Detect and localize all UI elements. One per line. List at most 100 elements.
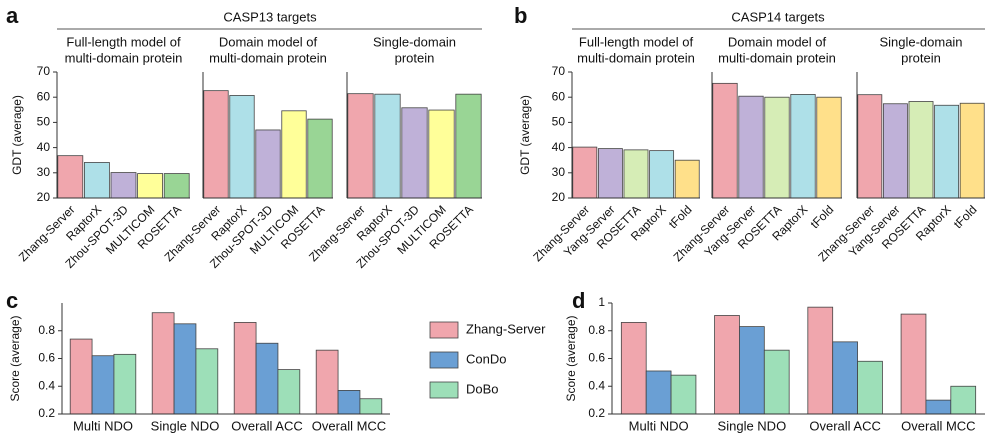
subplot-title: multi-domain protein — [718, 50, 836, 65]
bar — [57, 155, 84, 199]
bar — [69, 338, 93, 415]
bar — [623, 149, 649, 199]
bar — [816, 96, 842, 199]
bar — [229, 95, 255, 199]
bar — [763, 349, 790, 415]
y-axis-label: GDT (average) — [518, 95, 532, 175]
legend-swatch — [429, 381, 459, 399]
bar — [832, 341, 858, 415]
y-tick-label: 60 — [37, 89, 51, 103]
panel-letter: b — [514, 3, 527, 28]
legend-swatch — [429, 321, 459, 339]
bar — [173, 323, 197, 415]
bar — [950, 385, 977, 415]
legend-label: Zhang-Server — [466, 321, 546, 336]
bar — [307, 118, 333, 199]
bar — [790, 94, 816, 199]
bar — [739, 326, 765, 415]
bar — [151, 312, 175, 415]
bar — [620, 322, 647, 415]
y-tick-label: 70 — [552, 64, 566, 78]
bar — [934, 104, 960, 199]
x-tick-label: tFold — [951, 202, 980, 231]
x-tick-label: Overall MCC — [312, 418, 386, 433]
bar — [857, 94, 883, 199]
subplot-title: Domain model of — [728, 34, 827, 49]
y-tick-label: 20 — [552, 190, 566, 204]
subplot-title: Full-length model of — [579, 34, 694, 49]
bar — [428, 109, 455, 199]
y-tick-label: 50 — [37, 115, 51, 129]
y-tick-label: 0.2 — [588, 406, 605, 420]
bar — [925, 399, 952, 415]
bar — [203, 90, 229, 199]
bar — [233, 322, 257, 415]
bar — [857, 360, 883, 415]
subplot-title: protein — [395, 50, 435, 65]
y-axis-label: Score (average) — [8, 315, 22, 401]
y-tick-label: 0.4 — [38, 378, 55, 392]
bar — [674, 159, 700, 199]
bar — [455, 93, 482, 199]
legend-label: DoBo — [466, 381, 499, 396]
bar — [281, 110, 307, 199]
bar — [882, 103, 908, 199]
x-tick-label: Single NDO — [151, 418, 220, 433]
bar — [337, 390, 361, 415]
y-tick-label: 70 — [37, 64, 51, 78]
panel-letter: c — [6, 288, 18, 313]
y-tick-label: 30 — [37, 165, 51, 179]
bar — [900, 313, 927, 415]
bar — [163, 173, 190, 199]
group-title: CASP13 targets — [223, 9, 317, 24]
bar — [908, 101, 934, 199]
y-axis-label: Score (average) — [564, 315, 578, 401]
bar — [83, 162, 110, 199]
bar — [649, 150, 675, 199]
bar — [255, 342, 279, 415]
group-title: CASP14 targets — [731, 9, 825, 24]
panel-letter: d — [572, 288, 585, 313]
bar — [195, 348, 219, 415]
bar — [110, 172, 137, 199]
y-tick-label: 0.6 — [38, 351, 55, 365]
x-tick-label: Multi NDO — [629, 418, 689, 433]
subplot-title: Domain model of — [219, 34, 318, 49]
legend-swatch — [429, 351, 459, 369]
bar — [738, 95, 764, 199]
bar — [401, 107, 428, 199]
bar — [359, 398, 383, 415]
y-tick-label: 0.8 — [38, 323, 55, 337]
y-axis-label: GDT (average) — [10, 95, 24, 175]
panel-letter: a — [6, 3, 19, 28]
bar — [712, 82, 738, 199]
y-tick-label: 60 — [552, 89, 566, 103]
bar — [137, 173, 164, 199]
bar — [374, 93, 401, 199]
y-tick-label: 20 — [37, 190, 51, 204]
y-tick-label: 40 — [552, 140, 566, 154]
bar — [645, 370, 672, 415]
y-tick-label: 40 — [37, 140, 51, 154]
bar — [764, 96, 790, 199]
bar — [572, 146, 598, 199]
bar — [807, 306, 834, 415]
bar — [959, 102, 985, 199]
y-tick-label: 0.8 — [588, 323, 605, 337]
x-tick-label: Overall ACC — [809, 418, 881, 433]
bar — [315, 349, 339, 415]
subplot-title: Single-domain — [879, 34, 962, 49]
bar — [714, 315, 740, 415]
bar — [255, 129, 281, 199]
y-tick-label: 0.6 — [588, 351, 605, 365]
y-tick-label: 30 — [552, 165, 566, 179]
x-tick-label: Overall MCC — [901, 418, 975, 433]
subplot-title: multi-domain protein — [65, 50, 183, 65]
subplot-title: multi-domain protein — [577, 50, 695, 65]
subplot-title: Full-length model of — [66, 34, 181, 49]
x-tick-label: Overall ACC — [231, 418, 303, 433]
x-tick-label: tFold — [666, 202, 695, 231]
legend-label: ConDo — [466, 351, 506, 366]
y-tick-label: 0.2 — [38, 406, 55, 420]
